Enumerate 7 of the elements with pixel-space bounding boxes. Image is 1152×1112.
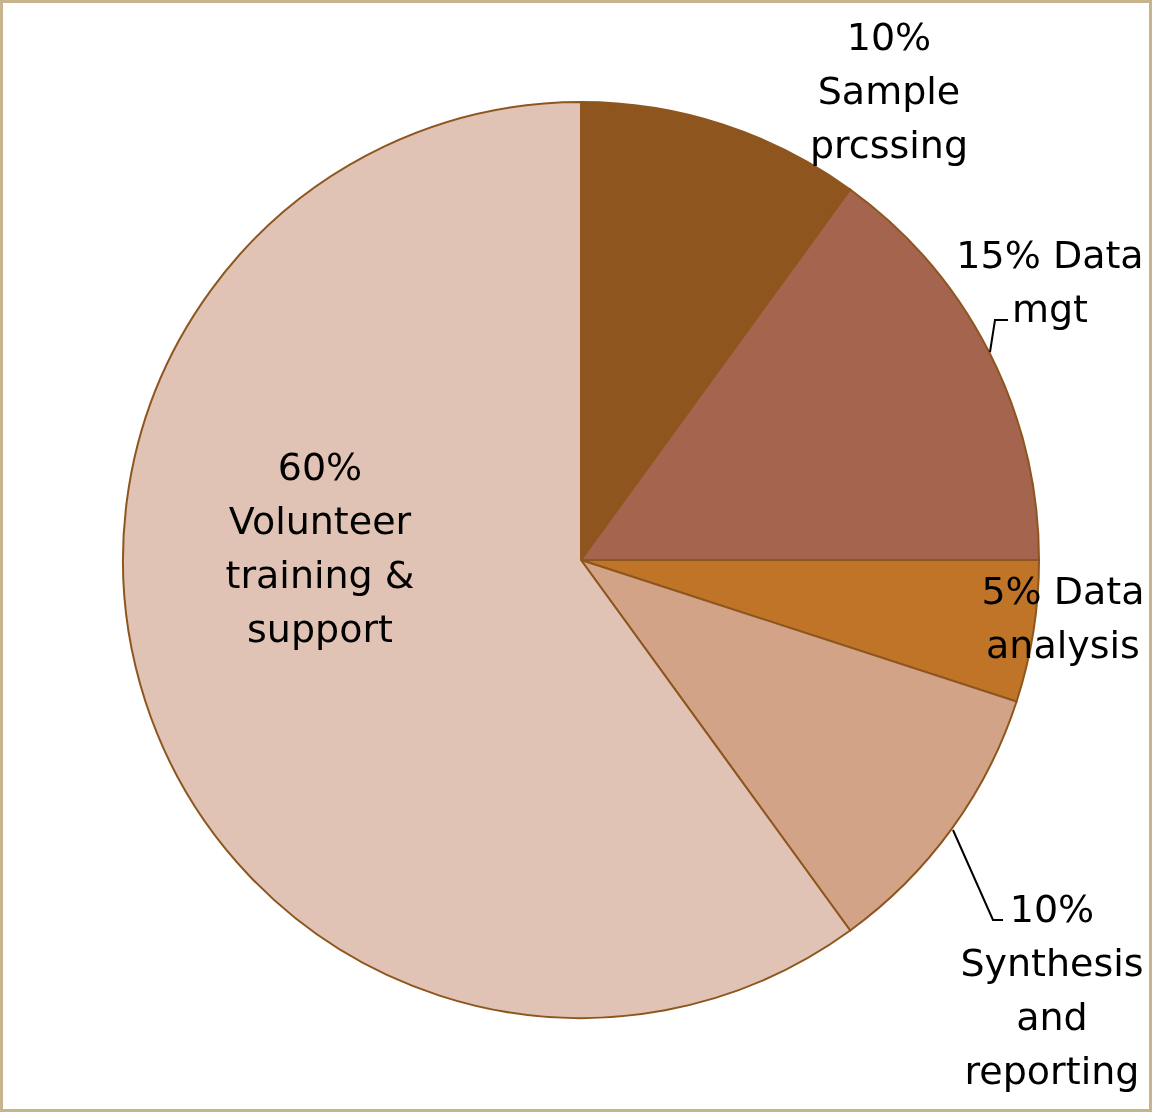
slice-label: Sample prcssing (809, 69, 969, 167)
data-label: 10% (846, 15, 932, 59)
slice-label: Synthesis and reporting (960, 941, 1144, 1093)
slice-label: 15% Data mgt (956, 233, 1144, 331)
slice-label: Volunteer training & support (225, 499, 415, 651)
data-label: 10% (1009, 887, 1095, 931)
data-label: 60% (277, 445, 363, 489)
